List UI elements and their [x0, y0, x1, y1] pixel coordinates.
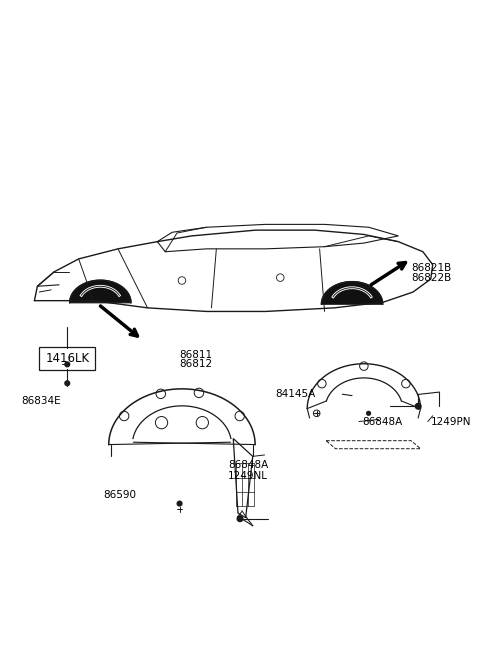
Text: 86821B: 86821B	[411, 263, 451, 274]
Text: 84145A: 84145A	[276, 389, 316, 400]
Text: 1249PN: 1249PN	[431, 417, 471, 426]
Circle shape	[415, 403, 421, 409]
Text: 1249NL: 1249NL	[228, 471, 268, 482]
Polygon shape	[322, 281, 383, 304]
Text: 86811: 86811	[179, 350, 212, 359]
Text: 86848A: 86848A	[228, 460, 268, 470]
Polygon shape	[70, 280, 131, 303]
Circle shape	[367, 411, 371, 415]
Text: 86834E: 86834E	[22, 396, 61, 407]
Circle shape	[65, 381, 70, 386]
Text: 86812: 86812	[179, 359, 212, 369]
Text: 86822B: 86822B	[411, 273, 451, 283]
Text: 1416LK: 1416LK	[45, 352, 89, 365]
Circle shape	[177, 501, 182, 506]
Circle shape	[65, 362, 70, 367]
Circle shape	[237, 516, 243, 522]
Text: 86590: 86590	[103, 490, 136, 500]
Text: 86848A: 86848A	[362, 417, 402, 426]
